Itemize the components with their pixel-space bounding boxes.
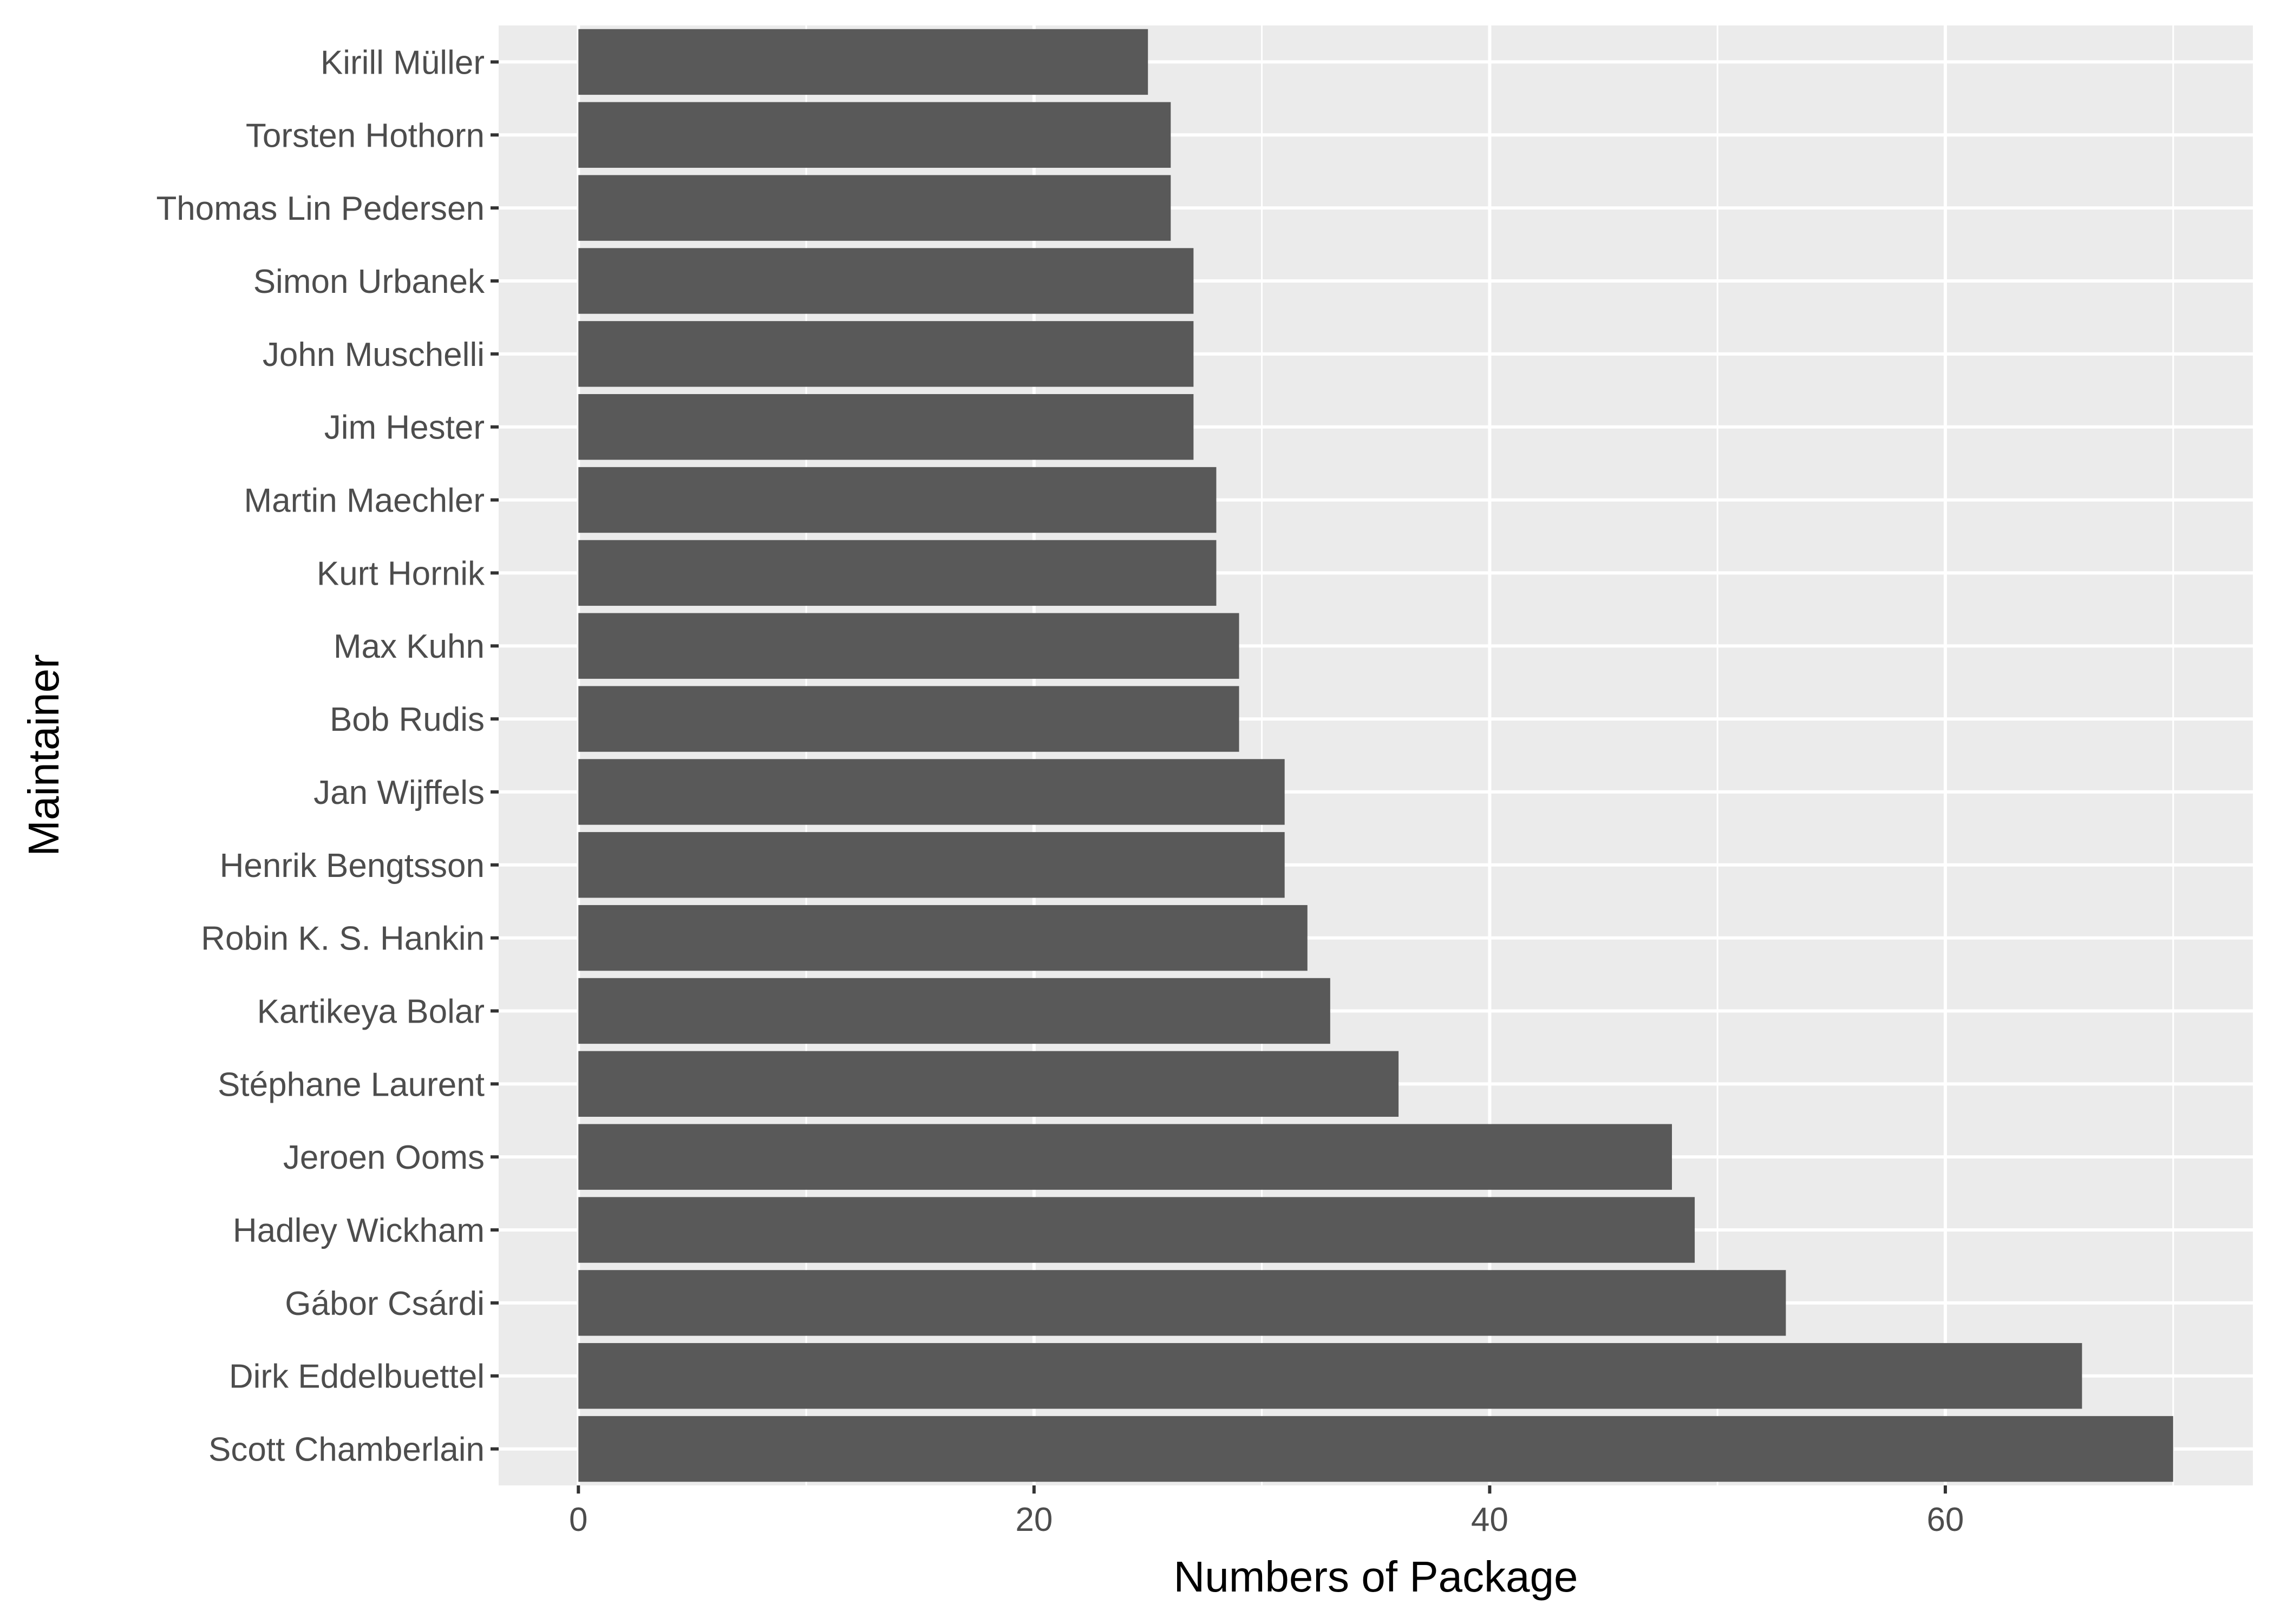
- bar: [578, 394, 1194, 460]
- y-tick-label: Jan Wijffels: [313, 774, 485, 811]
- y-tick-label: Jeroen Ooms: [283, 1139, 485, 1176]
- y-tick-label: Jim Hester: [324, 409, 485, 447]
- x-tick-label: 20: [1015, 1501, 1053, 1538]
- y-tick-label: Max Kuhn: [334, 628, 485, 665]
- bar: [578, 759, 1285, 825]
- bar: [578, 29, 1148, 95]
- y-tick-label: Hadley Wickham: [233, 1212, 485, 1249]
- bar: [578, 1270, 1786, 1336]
- y-tick-label: Bob Rudis: [330, 701, 485, 738]
- x-tick-label: 0: [569, 1501, 587, 1538]
- y-tick-label: Robin K. S. Hankin: [201, 920, 485, 958]
- y-tick-label: Thomas Lin Pedersen: [156, 190, 485, 227]
- y-tick-label: Gábor Csárdi: [285, 1285, 485, 1322]
- y-tick-label: Dirk Eddelbuettel: [229, 1358, 485, 1396]
- y-tick-label: Kartikeya Bolar: [257, 993, 485, 1030]
- bar: [578, 613, 1239, 679]
- x-tick-label: 60: [1926, 1501, 1964, 1538]
- y-tick-label: Kirill Müller: [321, 44, 485, 81]
- bar: [578, 905, 1308, 971]
- bar: [578, 686, 1239, 752]
- y-tick-label: Kurt Hornik: [317, 555, 485, 592]
- y-tick-label: John Muschelli: [263, 336, 485, 374]
- y-tick-label: Henrik Bengtsson: [220, 847, 485, 885]
- bar: [578, 321, 1194, 387]
- bar: [578, 1343, 2082, 1409]
- bar: [578, 1051, 1399, 1117]
- bar: [578, 1416, 2173, 1482]
- bar: [578, 175, 1171, 241]
- bar: [578, 978, 1330, 1044]
- y-axis-title: Maintainer: [19, 654, 68, 856]
- bar: [578, 540, 1217, 606]
- panel-background: [499, 25, 2253, 1485]
- y-tick-label: Simon Urbanek: [253, 263, 485, 300]
- bar: [578, 1124, 1672, 1190]
- bar: [578, 102, 1171, 168]
- y-tick-label: Stéphane Laurent: [218, 1066, 485, 1103]
- y-axis: Kirill Müller Torsten Hothorn Thomas Lin P…: [156, 44, 499, 1469]
- bar: [578, 467, 1217, 533]
- x-axis-title: Numbers of Package: [1173, 1553, 1578, 1601]
- x-axis: 0 20 40 60: [569, 1485, 1964, 1538]
- bar: [578, 832, 1285, 898]
- x-tick-label: 40: [1471, 1501, 1508, 1538]
- bars: [578, 29, 2173, 1482]
- y-tick-label: Scott Chamberlain: [208, 1431, 485, 1469]
- y-tick-label: Martin Maechler: [244, 482, 485, 520]
- bar: [578, 248, 1194, 314]
- y-tick-label: Torsten Hothorn: [246, 117, 485, 154]
- bar: [578, 1197, 1695, 1263]
